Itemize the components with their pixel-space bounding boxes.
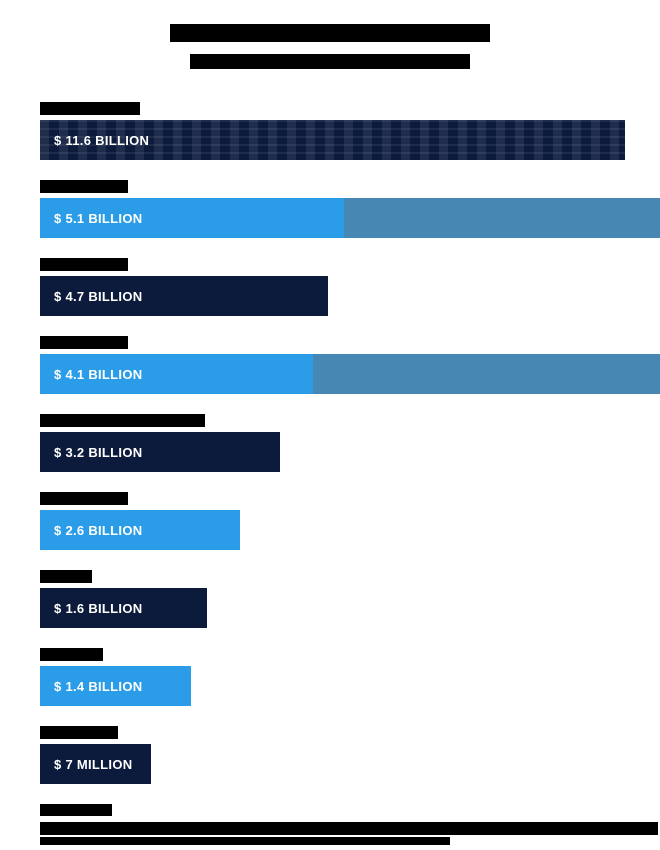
category-label-redacted <box>40 102 140 115</box>
bar-group: $ 1.6 BILLION <box>40 570 660 628</box>
bar-group: $ 5.1 BILLION <box>40 180 660 238</box>
category-label-redacted <box>40 336 128 349</box>
bar-value-label: $ 11.6 BILLION <box>54 132 150 148</box>
value-bar: $ 1.6 BILLION <box>40 588 207 628</box>
bar-value-label: $ 7 MILLION <box>54 756 133 772</box>
bar-group: $ 3.2 BILLION <box>40 414 660 472</box>
category-label-redacted <box>40 180 128 193</box>
horizontal-bar-chart: $ 11.6 BILLION $ 5.1 BILLION $ 4.7 BILLI… <box>0 102 660 784</box>
bar-group: $ 4.1 BILLION <box>40 336 660 394</box>
bar-value-label: $ 5.1 BILLION <box>54 210 143 226</box>
bar-track: $ 3.2 BILLION <box>40 432 660 472</box>
bar-value-label: $ 1.4 BILLION <box>54 678 143 694</box>
value-bar: $ 3.2 BILLION <box>40 432 280 472</box>
category-label-redacted <box>40 570 92 583</box>
bar-track: $ 1.6 BILLION <box>40 588 660 628</box>
bar-value-label: $ 3.2 BILLION <box>54 444 143 460</box>
bar-value-label: $ 4.7 BILLION <box>54 288 143 304</box>
footer-redacted-line-2 <box>40 837 450 845</box>
bar-group: $ 4.7 BILLION <box>40 258 660 316</box>
bar-group: $ 1.4 BILLION <box>40 648 660 706</box>
category-label-redacted <box>40 648 103 661</box>
chart-subtitle-redacted-line-2 <box>190 54 470 69</box>
value-bar: $ 1.4 BILLION <box>40 666 191 706</box>
bar-group: $ 7 MILLION <box>40 726 660 784</box>
bar-track: $ 4.1 BILLION <box>40 354 660 394</box>
bar-track: $ 1.4 BILLION <box>40 666 660 706</box>
value-bar: $ 7 MILLION <box>40 744 151 784</box>
bar-value-label: $ 1.6 BILLION <box>54 600 143 616</box>
bar-value-label: $ 2.6 BILLION <box>54 522 143 538</box>
footer-redacted-line-1 <box>40 822 658 835</box>
value-bar: $ 4.1 BILLION <box>40 354 313 394</box>
chart-title-block <box>0 0 660 69</box>
bar-group: $ 11.6 BILLION <box>40 102 660 160</box>
value-bar: $ 2.6 BILLION <box>40 510 240 550</box>
category-label-redacted <box>40 414 205 427</box>
bar-track: $ 4.7 BILLION <box>40 276 660 316</box>
chart-title-redacted-line-1 <box>170 24 490 42</box>
value-bar: $ 5.1 BILLION <box>40 198 344 238</box>
value-bar: $ 4.7 BILLION <box>40 276 328 316</box>
bar-track: $ 7 MILLION <box>40 744 660 784</box>
bar-group: $ 2.6 BILLION <box>40 492 660 550</box>
category-label-redacted <box>40 726 118 739</box>
footer-source-block <box>40 804 660 845</box>
footer-label-redacted <box>40 804 112 816</box>
bar-track: $ 11.6 BILLION <box>40 120 660 160</box>
bar-track: $ 2.6 BILLION <box>40 510 660 550</box>
bar-value-label: $ 4.1 BILLION <box>54 366 143 382</box>
category-label-redacted <box>40 258 128 271</box>
bar-track: $ 5.1 BILLION <box>40 198 660 238</box>
value-bar: $ 11.6 BILLION <box>40 120 625 160</box>
category-label-redacted <box>40 492 128 505</box>
